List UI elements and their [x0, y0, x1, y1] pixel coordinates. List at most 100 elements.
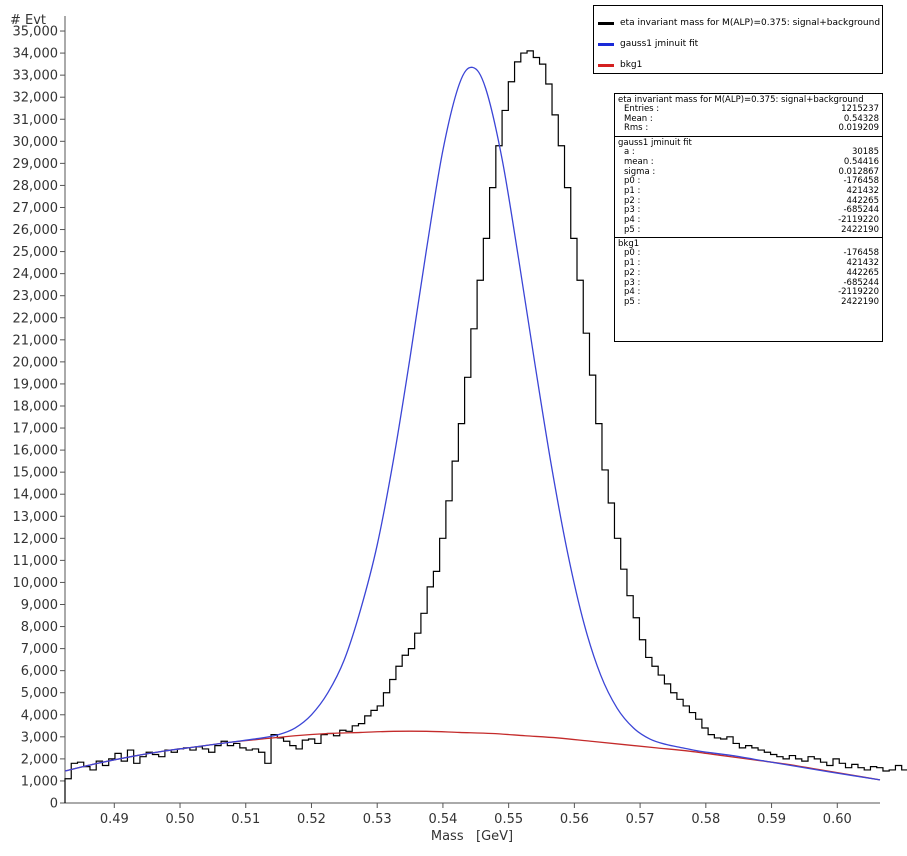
y-tick-label: 29,000	[13, 157, 59, 172]
stats-value: -176458	[843, 176, 879, 187]
y-tick-label: 20,000	[13, 355, 59, 370]
stats-key: p4 :	[624, 215, 641, 226]
stats-key: Rms :	[624, 123, 649, 134]
stats-row: Rms : 0.019209	[618, 124, 879, 134]
y-tick-label: 30,000	[13, 135, 59, 150]
stats-value: 0.54328	[843, 113, 879, 124]
y-tick-label: 12,000	[13, 532, 59, 547]
stats-value: -2119220	[838, 287, 879, 298]
stats-row: Mean : 0.54328	[618, 113, 879, 125]
stats-row: sigma : 0.012867	[618, 166, 879, 178]
bkg-fit-curve	[64, 730, 881, 781]
y-tick-label: 5,000	[21, 686, 58, 701]
stats-row: p2 : 442265	[618, 195, 879, 207]
stats-value: 442265	[846, 267, 879, 278]
y-tick-label: 9,000	[21, 598, 58, 613]
y-tick-label: 3,000	[21, 730, 58, 745]
x-tick-label: 0.49	[100, 812, 129, 827]
stats-key: a :	[624, 147, 635, 158]
legend-item-histogram: eta invariant mass for M(ALP)=0.375: sig…	[598, 17, 880, 29]
stats-row: p3 : -685244	[618, 277, 879, 289]
x-tick-label: 0.52	[297, 812, 326, 827]
stats-value: 0.012867	[838, 166, 879, 177]
stats-title-bkg: bkg1	[618, 239, 640, 250]
y-tick-label: 1,000	[21, 774, 58, 789]
stats-row: p1 : 421432	[618, 258, 879, 269]
stats-row: p4 : -2119220	[618, 288, 879, 298]
axes: 0 1,000 2,000 3,000 4,000 5,000 6,000 7,000 8,00…	[13, 16, 880, 827]
y-tick-label: 31,000	[13, 113, 59, 128]
stats-row: p1 : 421432	[618, 185, 879, 197]
legend-item-bkg: bkg1	[598, 59, 642, 71]
y-tick-label: 10,000	[13, 576, 59, 591]
stats-row: a : 30185	[618, 147, 879, 158]
legend-swatch-gauss-fit	[598, 42, 614, 46]
x-tick-label: 0.54	[428, 812, 457, 827]
x-tick-label: 0.51	[231, 812, 260, 827]
y-tick-label: 25,000	[13, 245, 59, 260]
y-tick-label: 15,000	[13, 466, 59, 481]
stats-value: 421432	[846, 185, 879, 196]
y-tick-label: 4,000	[21, 708, 58, 723]
y-tick-label: 17,000	[13, 422, 59, 437]
y-axis-title: # Evt	[10, 13, 46, 28]
stats-key: p2 :	[624, 267, 641, 278]
y-tick-label: 22,000	[13, 311, 59, 326]
y-tick-label: 6,000	[21, 664, 58, 679]
stats-row: mean : 0.54416	[618, 156, 879, 168]
stats-key: p3 :	[624, 205, 641, 216]
stats-key: sigma :	[624, 166, 656, 177]
x-tick-label: 0.60	[823, 812, 852, 827]
x-axis-title: Mass [GeV]	[431, 829, 513, 844]
stats-key: p0 :	[624, 248, 641, 259]
x-tick-label: 0.53	[363, 812, 392, 827]
y-tick-label: 11,000	[13, 554, 59, 569]
stats-value: 421432	[846, 258, 879, 269]
stats-key: Entries :	[624, 104, 660, 114]
legend: eta invariant mass for M(ALP)=0.375: sig…	[593, 5, 883, 74]
stats-title-histogram: eta invariant mass for M(ALP)=0.375: sig…	[618, 95, 864, 105]
x-tick-label: 0.58	[691, 812, 720, 827]
stats-value: 30185	[851, 147, 879, 158]
stats-row: p5 : 2422190	[618, 296, 879, 308]
legend-swatch-bkg	[598, 63, 614, 67]
stats-value: 1215237	[841, 104, 879, 114]
stats-value: -176458	[843, 248, 879, 259]
legend-label-bkg: bkg1	[620, 60, 643, 70]
stats-row: p4 : -2119220	[618, 215, 879, 226]
y-tick-label: 8,000	[21, 620, 58, 635]
stats-value: -2119220	[838, 215, 879, 226]
stats-row: p2 : 442265	[618, 267, 879, 279]
stats-row: p3 : -685244	[618, 206, 879, 216]
stats-row: p0 : -176458	[618, 249, 879, 259]
x-tick-label: 0.56	[560, 812, 589, 827]
stats-key: Mean :	[624, 113, 653, 124]
gauss-fit-curve	[64, 66, 881, 781]
stats-value: 2422190	[841, 224, 879, 235]
stats-box: eta invariant mass for M(ALP)=0.375: sig…	[614, 93, 883, 342]
stats-key: p4 :	[624, 287, 641, 298]
stats-key: p5 :	[624, 296, 641, 307]
legend-label-histogram: eta invariant mass for M(ALP)=0.375: sig…	[620, 18, 881, 28]
y-tick-label: 28,000	[13, 179, 59, 194]
stats-section-bkg: bkg1 p0 : -176458 p1 : 421432 p2 : 442265 p…	[615, 238, 882, 309]
y-tick-label: 7,000	[21, 642, 58, 657]
stats-key: p2 :	[624, 195, 641, 206]
histogram-steps	[64, 50, 907, 803]
stats-title-gauss-fit: gauss1 jminuit fit	[618, 138, 692, 149]
y-tick-label: 14,000	[13, 488, 59, 503]
stats-value: 0.54416	[843, 156, 879, 167]
y-tick-label: 0	[50, 797, 58, 812]
legend-item-gauss-fit: gauss1 jminuit fit	[598, 38, 698, 50]
stats-key: p3 :	[624, 277, 641, 288]
y-tick-label: 27,000	[13, 201, 59, 216]
stats-row: p5 : 2422190	[618, 224, 879, 236]
legend-swatch-histogram	[598, 21, 614, 25]
stats-row: Entries : 1215237	[618, 104, 879, 115]
y-tick-label: 33,000	[13, 69, 59, 84]
y-tick-label: 32,000	[13, 91, 59, 106]
stats-value: 0.019209	[838, 123, 879, 134]
legend-label-gauss-fit: gauss1 jminuit fit	[620, 39, 699, 49]
x-tick-label: 0.55	[494, 812, 523, 827]
